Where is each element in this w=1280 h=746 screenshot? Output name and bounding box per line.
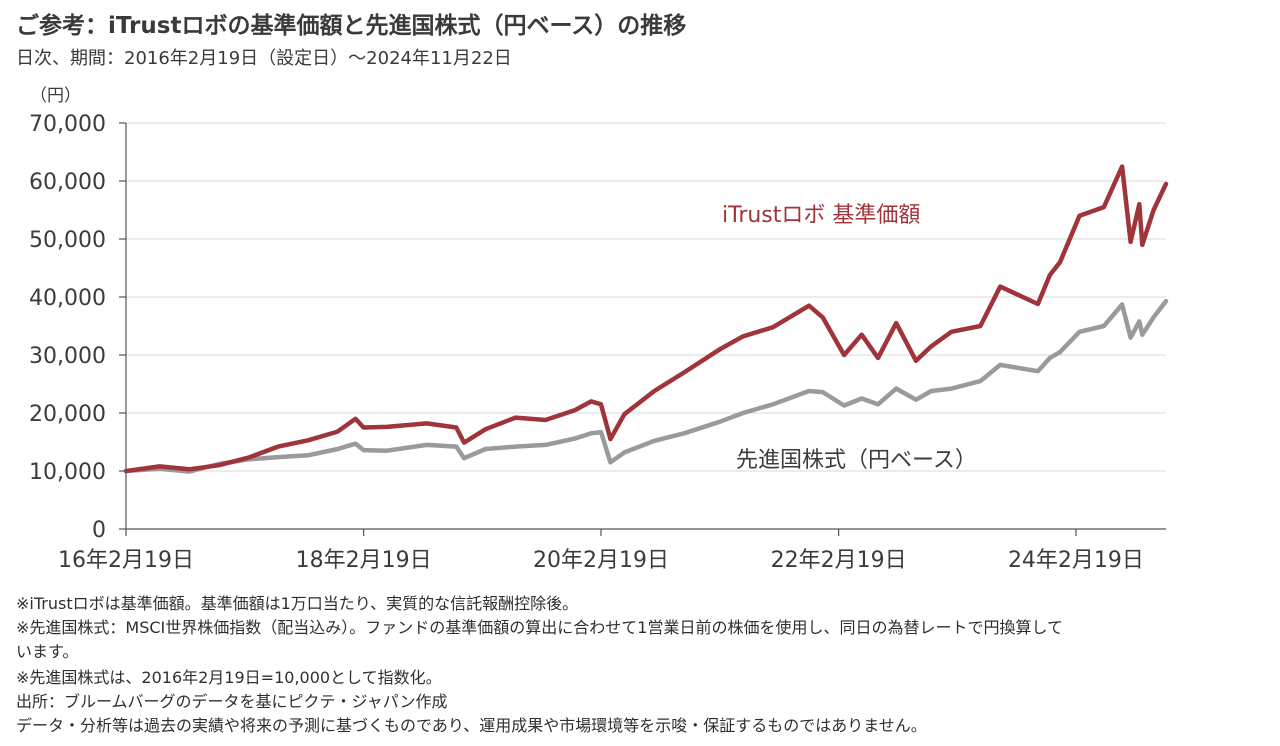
x-tick-label: 20年2月19日 bbox=[533, 548, 669, 573]
y-tick-label: 20,000 bbox=[29, 402, 106, 427]
grid-lines bbox=[126, 122, 1166, 472]
y-tick-label: 30,000 bbox=[29, 344, 106, 369]
series-label-world-equity: 先進国株式（円ベース） bbox=[736, 448, 977, 473]
chart-subtitle: 日次、期間：2016年2月19日（設定日）～2024年11月22日 bbox=[16, 48, 512, 69]
source-note: 出所：ブルームバーグのデータを基にピクテ・ジャパン作成 bbox=[16, 692, 448, 711]
series-label-robo: iTrustロボ 基準価額 bbox=[722, 203, 920, 228]
footnote-3: ※先進国株式は、2016年2月19日=10,000として指数化。 bbox=[16, 668, 442, 687]
y-tick-label: 0 bbox=[92, 518, 106, 543]
y-axis-label: （円） bbox=[30, 86, 81, 106]
line-chart: 0 10,000 20,000 30,000 40,000 50,000 60,000 70,… bbox=[29, 86, 1169, 573]
footnote-2: ※先進国株式：MSCI世界株価指数（配当込み）。ファンドの基準価額の算出に合わせ… bbox=[16, 618, 1063, 637]
footnote-1: ※iTrustロボは基準価額。基準価額は1万口当たり、実質的な信託報酬控除後。 bbox=[16, 594, 579, 613]
series-line-world-equity bbox=[123, 298, 1169, 474]
footnote-2-cont: います。 bbox=[16, 642, 79, 661]
y-tick-label: 50,000 bbox=[29, 228, 106, 253]
page-title: ご参考：iTrustロボの基準価額と先進国株式（円ベース）の推移 bbox=[16, 13, 687, 39]
series-line-robo bbox=[123, 164, 1169, 474]
axes: 0 10,000 20,000 30,000 40,000 50,000 60,000 70,… bbox=[29, 112, 1166, 573]
x-tick-label: 22年2月19日 bbox=[771, 548, 907, 573]
y-tick-label: 60,000 bbox=[29, 170, 106, 195]
series-layer bbox=[123, 164, 1169, 474]
x-tick-label: 24年2月19日 bbox=[1008, 548, 1144, 573]
y-tick-label: 70,000 bbox=[29, 112, 106, 137]
y-tick-label: 40,000 bbox=[29, 286, 106, 311]
y-tick-label: 10,000 bbox=[29, 460, 106, 485]
x-tick-label: 16年2月19日 bbox=[58, 548, 194, 573]
x-tick-label: 18年2月19日 bbox=[296, 548, 432, 573]
disclaimer: データ・分析等は過去の実績や将来の予測に基づくものであり、運用成果や市場環境等を… bbox=[16, 716, 927, 735]
